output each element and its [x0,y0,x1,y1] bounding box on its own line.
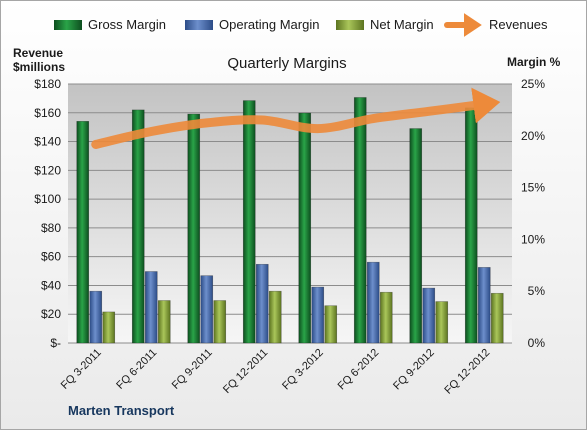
bar-net-margin [324,305,338,344]
bar-operating-margin [255,263,269,344]
left-tick-label: $140 [34,135,61,149]
bar-operating-margin [200,275,214,344]
legend-label-net-margin: Net Margin [370,17,434,32]
left-tick-label: $- [50,336,61,350]
revenue-point [427,109,431,113]
left-tick-label: $80 [41,221,61,235]
left-tick-label: $40 [41,278,61,292]
revenue-line [91,87,501,149]
bar-operating-margin [477,267,491,344]
revenue-point [316,127,320,131]
bar-gross-margin [409,128,423,344]
bar-net-margin [102,311,116,344]
revenue-point [260,118,264,122]
bar-gross-margin [242,100,256,344]
right-axis: 0% 5% 10% 15% 20% 25% [521,77,545,350]
revenue-point [205,121,209,125]
bar-operating-margin [422,287,436,344]
bar-series [76,97,504,344]
chart-title: Quarterly Margins [227,55,346,72]
bar-gross-margin [187,113,201,344]
bar-net-margin [490,292,504,344]
right-tick-label: 25% [521,77,545,91]
bar-operating-margin [311,286,325,344]
left-axis-title-line2: $millions [13,60,65,74]
right-tick-label: 0% [528,336,546,350]
legend-swatch-gross-margin [54,20,82,30]
revenue-point [94,142,98,146]
legend: Gross Margin Operating Margin Net Margin… [54,13,548,37]
right-axis-title: Margin % [507,55,561,69]
left-tick-label: $60 [41,250,61,264]
legend-swatch-net-margin [336,20,364,30]
bar-net-margin [157,300,171,344]
bar-gross-margin [353,97,367,344]
bar-operating-margin [366,261,380,344]
legend-label-revenues: Revenues [489,17,548,32]
revenue-line-series [91,87,501,149]
bar-net-margin [213,300,227,344]
left-tick-label: $160 [34,106,61,120]
left-axis: $- $20 $40 $60 $80 $100 $120 $140 $160 $180 [34,77,61,350]
company-name: Marten Transport [68,403,175,418]
right-tick-label: 5% [528,284,546,298]
revenue-point [149,129,153,133]
left-tick-label: $180 [34,77,61,91]
legend-label-operating-margin: Operating Margin [219,17,319,32]
legend-label-gross-margin: Gross Margin [88,17,166,32]
right-tick-label: 20% [521,129,545,143]
bar-net-margin [379,291,393,344]
left-tick-label: $120 [34,163,61,177]
bar-gross-margin [298,112,312,344]
revenue-point [371,117,375,121]
bar-gross-margin [76,120,90,344]
bar-gross-margin [464,107,478,344]
bar-net-margin [268,290,282,344]
legend-swatch-operating-margin [185,20,213,30]
right-tick-label: 10% [521,232,545,246]
left-tick-label: $100 [34,192,61,206]
left-tick-label: $20 [41,307,61,321]
right-tick-label: 15% [521,181,545,195]
bar-gross-margin [131,109,145,344]
left-axis-title-line1: Revenue [13,46,63,60]
revenue-point [482,102,486,106]
bar-net-margin [435,301,449,344]
bar-operating-margin [89,290,103,344]
bar-operating-margin [144,271,158,344]
